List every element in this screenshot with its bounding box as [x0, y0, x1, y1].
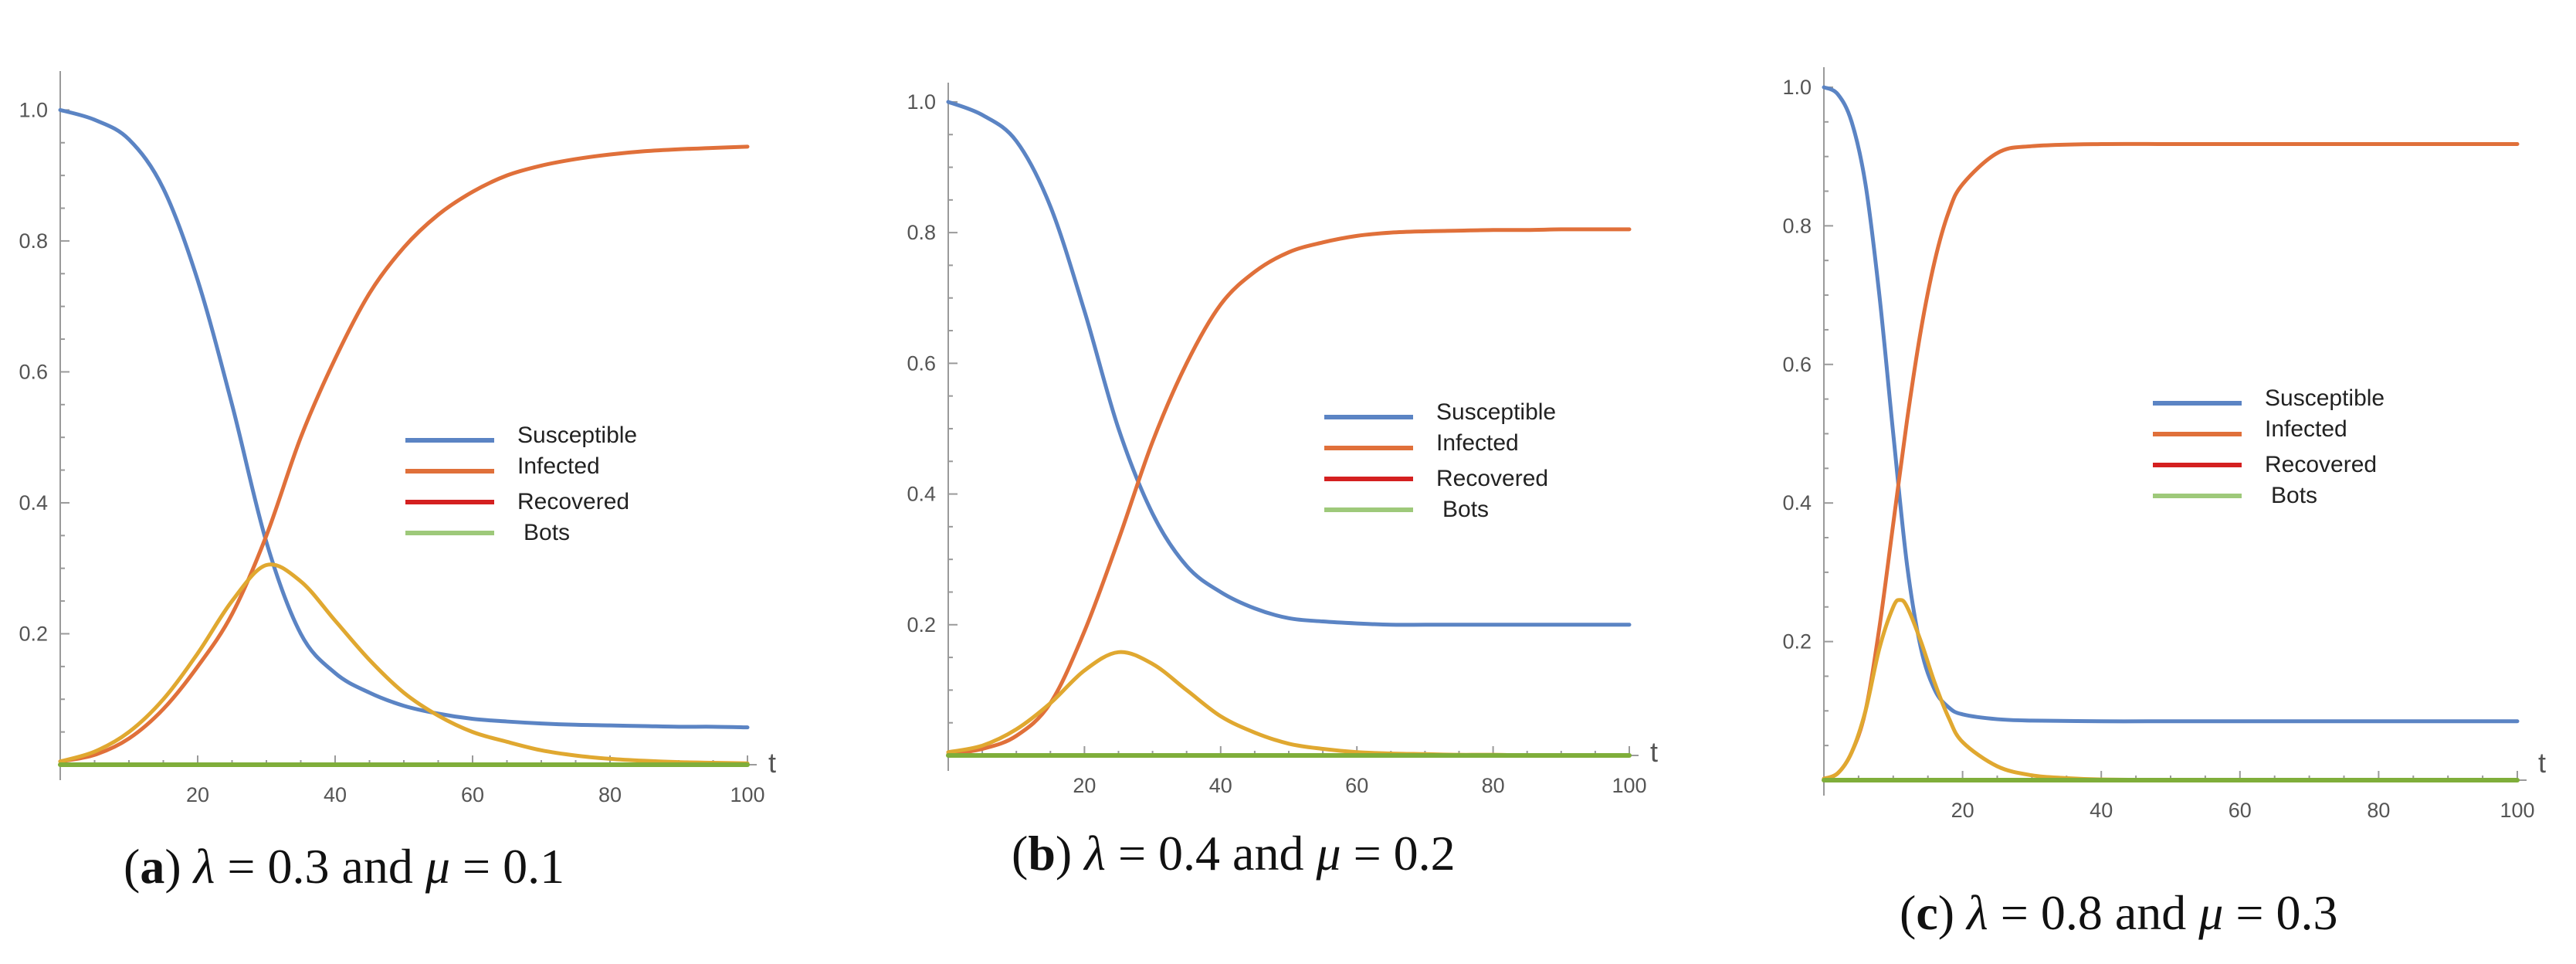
- chart-a-series-recovered-line: [58, 562, 750, 765]
- chart-c-legend: Susceptible Infected Recovered Bots: [2153, 385, 2384, 508]
- chart-c-y-tick-label: 0.6: [1782, 353, 1812, 376]
- chart-b-legend-label-infected: Infected: [1436, 430, 1519, 456]
- chart-a-y-tick-label: 1.0: [19, 98, 48, 121]
- chart-c-legend-label-bots: Bots: [2271, 483, 2317, 508]
- chart-b-y-tick-label: 0.2: [907, 613, 936, 636]
- chart-a-legend-label-bots: Bots: [524, 520, 570, 545]
- chart-c-legend-label-recovered: Recovered: [2265, 452, 2377, 477]
- chart-b-y-tick-label: 1.0: [907, 90, 936, 114]
- chart-a-y-tick-label: 0.4: [19, 491, 48, 514]
- chart-c-legend-label-susceptible: Susceptible: [2265, 385, 2384, 411]
- chart-b-x-tick-label: 40: [1209, 774, 1232, 797]
- chart-a-legend-label-infected: Infected: [517, 453, 600, 479]
- chart-a-x-tick-label: 80: [598, 783, 622, 806]
- caption-c-lambda: 0.8: [2040, 885, 2103, 940]
- chart-c-series-infected-line: [1822, 141, 2520, 781]
- chart-a-y-tick-label: 0.8: [19, 229, 48, 253]
- chart-panel-b: 0.2 0.4 0.6 0.8 1.0 20 40 60 80 100 t Susceptible In…: [865, 0, 1714, 964]
- chart-a-y-tick-label: 0.2: [19, 622, 48, 645]
- chart-a-x-axis-label: t: [768, 747, 776, 779]
- chart-c-y-tick-label: 0.2: [1782, 630, 1812, 653]
- chart-panel-a: 0.2 0.4 0.6 0.8 1.0 20 40 60 80 100 t Susceptible In…: [0, 0, 849, 964]
- chart-c-legend-label-infected: Infected: [2265, 416, 2347, 442]
- caption-a-mu: 0.1: [503, 839, 565, 894]
- chart-b-x-tick-label: 60: [1345, 774, 1368, 797]
- caption-c-label: c: [1916, 885, 1938, 940]
- chart-b-y-tick-label: 0.4: [907, 483, 936, 506]
- chart-c-x-axis-label: t: [2538, 747, 2546, 779]
- chart-b-y-tick-label: 0.8: [907, 221, 936, 244]
- chart-b-x-tick-label: 100: [1612, 774, 1646, 797]
- chart-b-y-tick-label: 0.6: [907, 351, 936, 375]
- chart-a-x-tick-label: 40: [324, 783, 347, 806]
- chart-b-legend: Susceptible Infected Recovered Bots: [1324, 399, 1556, 522]
- chart-b-series-susceptible-line: [946, 100, 1632, 627]
- chart-panel-c: 0.2 0.4 0.6 0.8 1.0 20 40 60 80 100 t Susceptible In…: [1753, 0, 2576, 964]
- chart-c-y-tick-label: 0.8: [1782, 214, 1812, 237]
- chart-c-series-susceptible-line: [1822, 85, 2520, 724]
- chart-a-x-tick-label: 60: [461, 783, 484, 806]
- caption-a: (a) λ = 0.3 and μ = 0.1: [124, 839, 565, 894]
- chart-b-series-recovered-line: [946, 650, 1632, 758]
- chart-c-y-tick-label: 1.0: [1782, 76, 1812, 99]
- chart-c-x-tick-label: 60: [2229, 799, 2252, 822]
- chart-c-series-recovered-line: [1822, 598, 2520, 782]
- chart-c-x-tick-label: 100: [2500, 799, 2534, 822]
- chart-a-x-tick-label: 20: [186, 783, 209, 806]
- caption-a-lambda: 0.3: [267, 839, 330, 894]
- chart-c-x-tick-label: 40: [2090, 799, 2113, 822]
- caption-b-label: b: [1028, 826, 1056, 881]
- chart-b-x-tick-label: 80: [1482, 774, 1505, 797]
- chart-b-x-tick-label: 20: [1073, 774, 1096, 797]
- caption-c: (c) λ = 0.8 and μ = 0.3: [1900, 885, 2338, 940]
- chart-a-legend: Susceptible Infected Recovered Bots: [405, 423, 637, 545]
- chart-a-y-tick-label: 0.6: [19, 360, 48, 383]
- chart-c-y-tick-label: 0.4: [1782, 491, 1812, 514]
- chart-a-series-infected-line: [58, 144, 750, 764]
- chart-a-x-tick-label: 100: [730, 783, 764, 806]
- chart-a-series-susceptible-line: [58, 107, 750, 730]
- chart-b-series-infected-line: [946, 227, 1632, 756]
- caption-b-lambda: 0.4: [1158, 826, 1221, 881]
- caption-b-mu: 0.2: [1393, 826, 1456, 881]
- chart-a-legend-label-susceptible: Susceptible: [517, 423, 637, 448]
- chart-b-x-axis-label: t: [1650, 736, 1658, 768]
- caption-a-label: a: [140, 839, 165, 894]
- chart-c-x-tick-label: 80: [2367, 799, 2390, 822]
- chart-b-legend-label-susceptible: Susceptible: [1436, 399, 1556, 425]
- chart-a-legend-label-recovered: Recovered: [517, 489, 629, 514]
- chart-b-legend-label-bots: Bots: [1442, 497, 1489, 522]
- chart-b-legend-label-recovered: Recovered: [1436, 466, 1548, 491]
- chart-c-x-tick-label: 20: [1951, 799, 1974, 822]
- caption-c-mu: 0.3: [2276, 885, 2338, 940]
- caption-b: (b) λ = 0.4 and μ = 0.2: [1012, 826, 1456, 881]
